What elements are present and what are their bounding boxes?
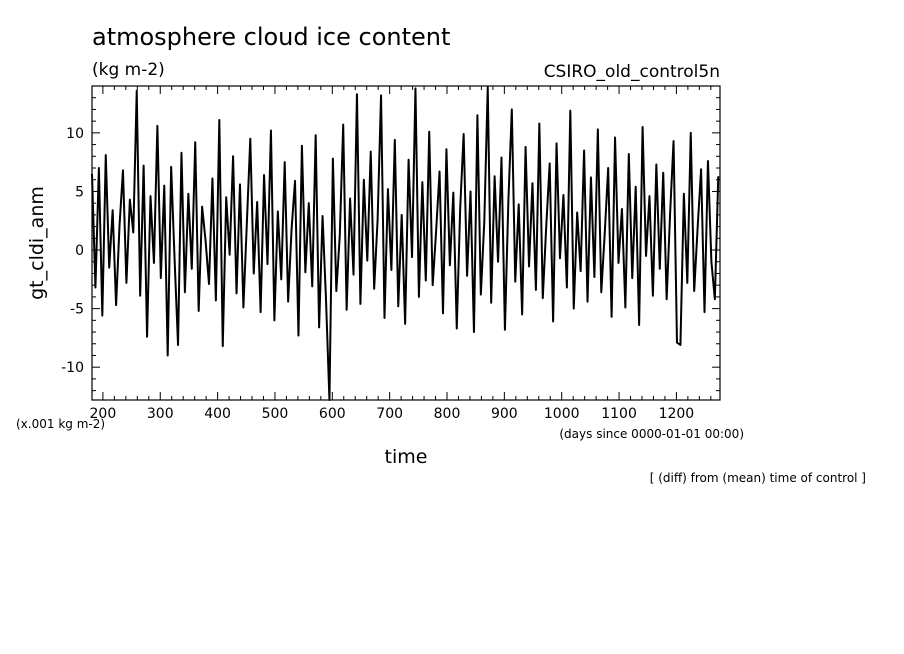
y-tick-label: 5 <box>75 184 84 200</box>
x-tick-label: 200 <box>90 406 117 422</box>
x-axis-label: time <box>385 446 428 468</box>
x-tick-label: 900 <box>491 406 518 422</box>
x-tick-label: 300 <box>147 406 174 422</box>
source-label: CSIRO_old_control5n <box>544 62 720 82</box>
x-units-label: (days since 0000-01-01 00:00) <box>559 427 744 441</box>
plot-frame <box>91 85 721 401</box>
x-tick-label: 500 <box>262 406 289 422</box>
y-units-label: (x.001 kg m-2) <box>16 417 105 431</box>
y-tick-label: -10 <box>61 360 84 376</box>
chart-subtitle: (kg m-2) <box>92 60 165 80</box>
x-tick-label: 1000 <box>544 406 580 422</box>
y-axis-label: gt_cldi_anm <box>26 186 48 300</box>
x-tick-label: 1100 <box>601 406 637 422</box>
x-tick-label: 800 <box>434 406 461 422</box>
series-group <box>91 86 720 401</box>
y-tick-label: 0 <box>75 243 84 259</box>
x-tick-label: 400 <box>204 406 231 422</box>
series-line <box>91 86 720 401</box>
footnote: [ (diff) from (mean) time of control ] <box>650 471 866 485</box>
x-tick-label: 700 <box>376 406 403 422</box>
y-tick-label: -5 <box>70 302 84 318</box>
x-axis-ticks: 200 300 400 500 600 700 800 900 1000 1100 1200 <box>90 86 712 422</box>
y-tick-label: 10 <box>66 126 84 142</box>
x-tick-label: 600 <box>319 406 346 422</box>
x-tick-label: 1200 <box>659 406 695 422</box>
chart-title: atmosphere cloud ice content <box>92 23 450 51</box>
